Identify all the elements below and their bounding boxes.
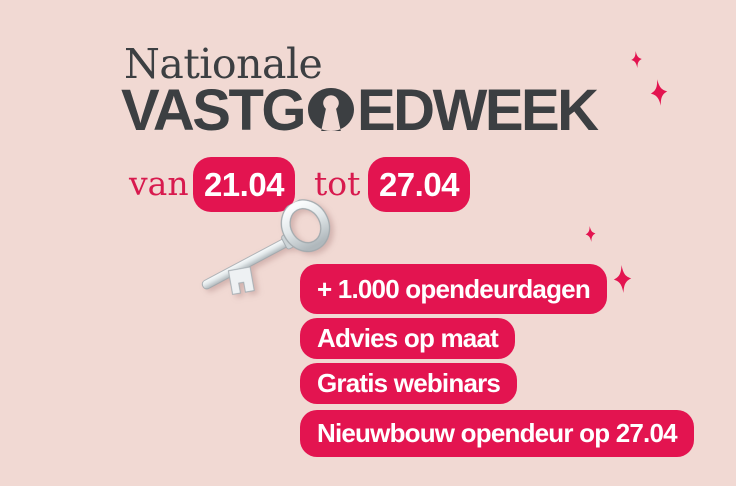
date-tot-label: tot bbox=[314, 164, 361, 203]
sparkle-icon bbox=[613, 265, 632, 293]
highlight-pill-nieuwbouw: Nieuwbouw opendeur op 27.04 bbox=[300, 410, 694, 457]
date-van-label: van bbox=[129, 164, 189, 203]
highlight-pill-webinars: Gratis webinars bbox=[300, 363, 518, 404]
title-line2: VASTG EDWEEK bbox=[121, 78, 599, 143]
highlight-label: Nieuwbouw opendeur op 27.04 bbox=[317, 418, 678, 448]
key-icon bbox=[201, 199, 331, 295]
keyhole-o-icon bbox=[308, 88, 354, 131]
highlight-label: + 1.000 opendeurdagen bbox=[317, 273, 591, 304]
date-from-badge: 21.04 bbox=[193, 157, 295, 212]
date-to-badge: 27.04 bbox=[368, 157, 470, 212]
key-illustration bbox=[184, 191, 346, 318]
title-line2-part2: EDWEEK bbox=[357, 78, 599, 143]
highlight-label: Gratis webinars bbox=[317, 368, 501, 398]
sparkle-icon bbox=[585, 226, 596, 242]
sparkle-icon bbox=[631, 51, 642, 68]
sparkle-icon bbox=[650, 79, 668, 106]
highlight-pill-opendeurdagen: + 1.000 opendeurdagen bbox=[300, 264, 607, 314]
highlight-label: Advies op maat bbox=[317, 323, 499, 353]
title-line2-part1: VASTG bbox=[121, 78, 307, 143]
title-line1: Nationale bbox=[124, 40, 323, 88]
highlight-pill-advies: Advies op maat bbox=[300, 318, 515, 359]
